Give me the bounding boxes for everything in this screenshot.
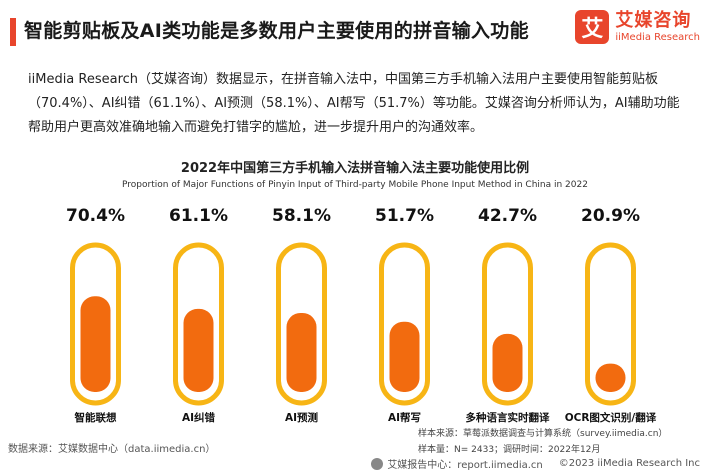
value-label: 61.1% (169, 206, 228, 226)
intro-paragraph: iiMedia Research（艾媒咨询）数据显示，在拼音输入法中，中国第三方… (28, 72, 680, 135)
sample-source: 样本来源：草莓派数据调查与计算系统（survey.iimedia.cn） (418, 429, 668, 439)
title-accent-bar (10, 18, 16, 46)
category-label: 多种语言实时翻译 (466, 411, 550, 424)
sample-size: 样本量：N= 2433；调研时间：2022年12月 (418, 445, 601, 455)
bar (183, 308, 214, 392)
bar (492, 333, 523, 392)
value-label: 51.7% (375, 206, 434, 226)
bar (389, 321, 420, 392)
bar (80, 296, 111, 392)
category-label: AI帮写 (388, 411, 421, 424)
brand-logo: 艾 艾媒咨询 iiMedia Research (575, 10, 700, 44)
footer-links: 艾媒报告中心：report.iimedia.cn ©2023 iiMedia R… (371, 456, 700, 471)
report-center-icon (371, 457, 384, 470)
bar-track (585, 242, 636, 406)
bar (286, 312, 317, 392)
chart-subtitle: Proportion of Major Functions of Pinyin … (122, 180, 588, 190)
bar (595, 363, 626, 392)
category-label: 智能联想 (74, 411, 117, 424)
value-label: 58.1% (272, 206, 331, 226)
category-label: AI纠错 (182, 411, 216, 424)
value-label: 20.9% (581, 206, 640, 226)
brand-text: 艾媒咨询 iiMedia Research (615, 9, 700, 44)
value-label: 42.7% (478, 206, 537, 226)
category-label: AI预测 (285, 411, 318, 424)
brand-name-en: iiMedia Research (615, 31, 700, 43)
usage-chart: 70.4% 智能联想 61.1% AI纠错 58.1% AI预测 51.7% AI帮写 42.7… (66, 206, 657, 424)
category-label: OCR图文识别/翻译 (565, 411, 657, 424)
report-center-link[interactable]: 艾媒报告中心：report.iimedia.cn (387, 460, 543, 471)
copyright: ©2023 iiMedia Research Inc (558, 458, 700, 469)
chart-title: 2022年中国第三方手机输入法拼音输入法主要功能使用比例 (180, 161, 530, 176)
brand-name-cn: 艾媒咨询 (615, 9, 692, 31)
data-source: 数据来源：艾媒数据中心（data.iimedia.cn） (8, 444, 216, 455)
brand-logo-icon: 艾 (575, 10, 610, 44)
page-title: 智能剪贴板及AI类功能是多数用户主要使用的拼音输入功能 (24, 20, 529, 42)
value-label: 70.4% (66, 206, 125, 226)
